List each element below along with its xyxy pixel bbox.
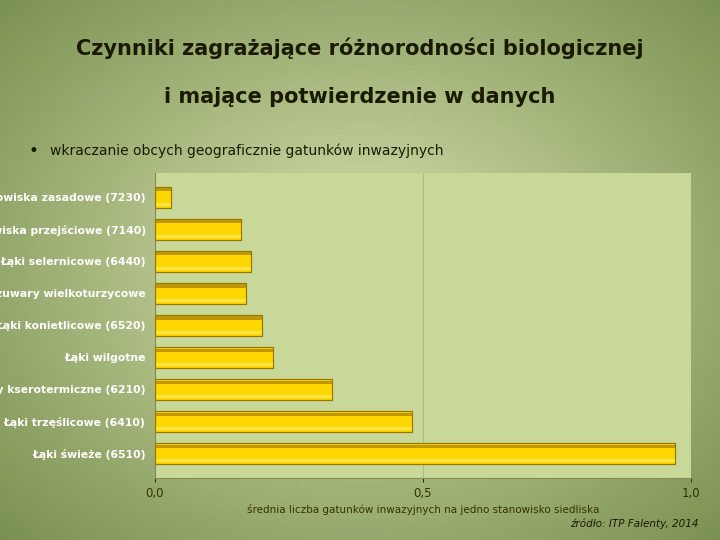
Bar xyxy=(155,363,273,366)
Bar xyxy=(155,283,246,303)
Bar xyxy=(155,219,240,240)
Bar xyxy=(155,347,273,368)
Bar xyxy=(155,411,413,432)
Bar xyxy=(155,445,675,448)
Bar xyxy=(155,187,171,207)
Bar xyxy=(155,379,332,400)
X-axis label: średnia liczba gatunków inwazyjnych na jedno stanowisko siedliska: średnia liczba gatunków inwazyjnych na j… xyxy=(247,504,599,515)
Bar xyxy=(155,251,251,272)
Text: •: • xyxy=(29,142,39,160)
Bar xyxy=(155,411,413,432)
Text: Czynniki zagrażające różnorodności biologicznej: Czynniki zagrażające różnorodności biolo… xyxy=(76,38,644,59)
Bar xyxy=(155,188,171,191)
Bar xyxy=(155,187,171,207)
Bar xyxy=(155,219,240,240)
Bar xyxy=(155,443,675,464)
Bar xyxy=(155,460,675,462)
Bar xyxy=(155,395,332,399)
Bar xyxy=(155,267,251,270)
Bar xyxy=(155,348,273,352)
Bar xyxy=(155,315,262,336)
Bar xyxy=(155,331,262,334)
Bar xyxy=(155,427,413,430)
Bar xyxy=(155,347,273,368)
Text: i mające potwierdzenie w danych: i mające potwierdzenie w danych xyxy=(164,87,556,107)
Bar xyxy=(155,235,240,238)
Bar xyxy=(155,283,246,303)
Bar xyxy=(155,203,171,206)
Bar xyxy=(155,315,262,336)
Bar xyxy=(155,220,240,224)
Bar xyxy=(155,413,413,416)
Bar xyxy=(155,299,246,302)
Bar xyxy=(155,285,246,288)
Bar xyxy=(155,381,332,384)
Bar xyxy=(155,252,251,255)
Text: źródło: ITP Falenty, 2014: źródło: ITP Falenty, 2014 xyxy=(570,519,698,529)
Bar xyxy=(155,316,262,320)
Bar xyxy=(155,443,675,464)
Bar xyxy=(155,379,332,400)
Text: wkraczanie obcych geograficznie gatunków inwazyjnych: wkraczanie obcych geograficznie gatunków… xyxy=(50,144,444,158)
Bar xyxy=(155,251,251,272)
